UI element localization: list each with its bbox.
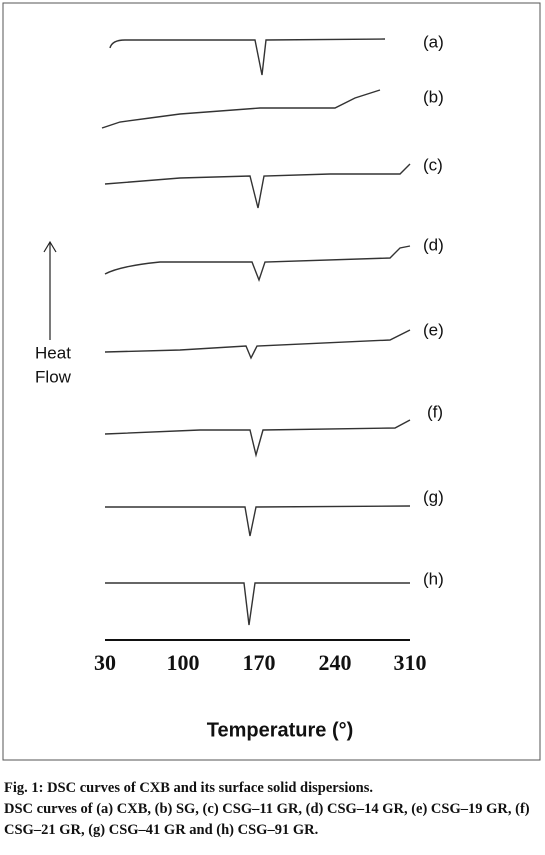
figure: (a) (b) (c) (d) (e) (f) (g) (h) Heat Flo… [2,2,541,761]
curve-c [104,163,411,209]
caption: Fig. 1: DSC curves of CXB and its surfac… [4,778,542,841]
curve-h [105,582,410,626]
curve-label: (a) [423,32,444,51]
curve-label: (c) [423,155,443,174]
arrow-head [43,240,57,253]
curve-g [105,505,411,537]
curve-labels: (a) (b) (c) (d) (e) (f) (g) (h) [423,32,444,588]
y-label: Heat [35,343,71,362]
x-tick-label: 310 [394,650,427,675]
curve-f [104,419,411,458]
x-tick-label: 30 [94,650,116,675]
curve-label: (b) [423,87,444,106]
curve-b [101,89,381,129]
figure-frame [2,2,541,761]
curve-label: (f) [427,402,443,421]
curve-e [104,329,411,360]
curve-label: (d) [423,235,444,254]
curve-label: (h) [423,569,444,588]
curve-label: (g) [423,487,444,506]
curve-d [104,245,411,283]
curve-label: (e) [423,320,444,339]
x-tick-label: 240 [319,650,352,675]
caption-text: DSC curves of (a) CXB, (b) SG, (c) CSG–1… [4,801,530,838]
y-label: Flow [35,367,72,386]
x-label: Temperature (°) [207,719,354,741]
curve-a [109,38,386,76]
x-tick-label: 170 [243,650,276,675]
caption-title: Fig. 1: DSC curves of CXB and its surfac… [4,780,373,796]
x-tick-label: 100 [167,650,200,675]
